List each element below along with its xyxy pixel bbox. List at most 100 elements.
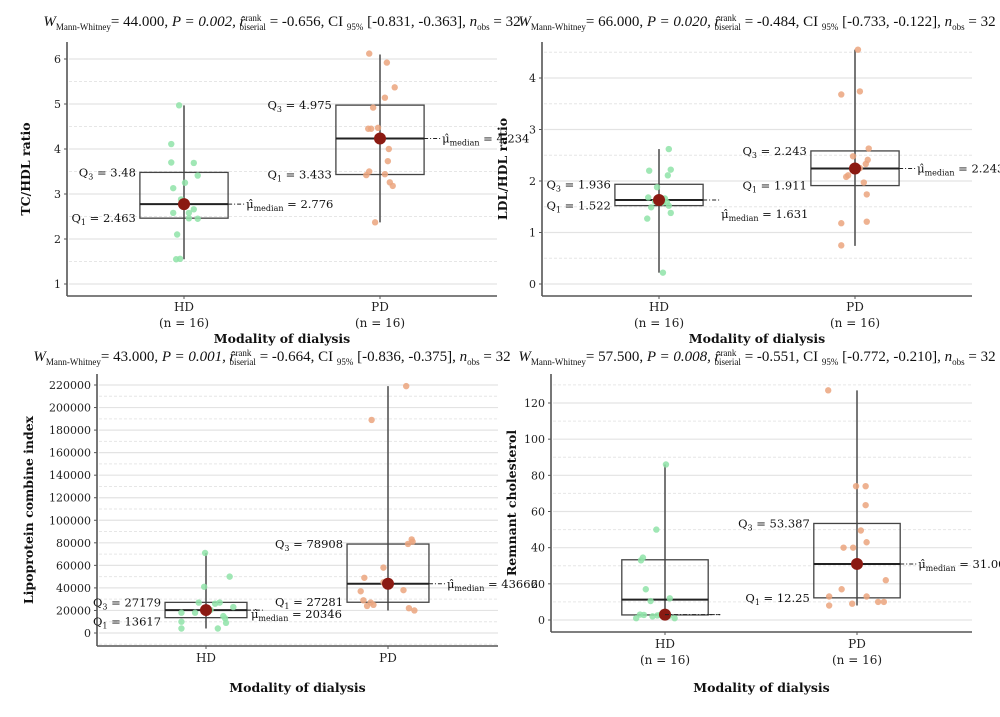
data-point — [381, 171, 389, 178]
data-point — [185, 209, 193, 217]
data-point — [646, 167, 653, 174]
data-point — [404, 540, 412, 548]
data-point — [838, 220, 845, 227]
group-pd: Q3 = 4.975 Q1 = 3.433 μ̂median = 4.234 — [267, 50, 529, 226]
x-axis-title: Modality of dialysis — [693, 680, 829, 695]
data-point — [181, 179, 189, 186]
data-point — [863, 539, 870, 546]
data-point — [640, 611, 648, 619]
y-axis-title: LDL/HDL ratio — [495, 118, 510, 220]
q1-label: Q1 = 1.522 — [546, 199, 610, 215]
data-point — [170, 184, 177, 192]
q1-label: Q1 = 3.433 — [267, 168, 331, 184]
data-point — [825, 593, 833, 600]
data-point — [176, 255, 184, 262]
data-point — [863, 218, 870, 225]
y-tick-label: 4 — [54, 143, 61, 156]
data-point — [222, 619, 230, 627]
data-point — [647, 597, 654, 605]
data-point — [168, 140, 175, 148]
median-dot — [851, 557, 863, 570]
x-tick-label: PD — [371, 300, 389, 314]
q1-label: Q1 = 13617 — [93, 615, 161, 631]
x-tick-n-label: (n = 16) — [355, 316, 405, 330]
data-point — [403, 382, 410, 390]
data-point — [645, 194, 652, 201]
y-tick-label: 80000 — [56, 537, 91, 550]
data-point — [178, 618, 185, 625]
data-point — [662, 461, 670, 468]
data-point — [194, 172, 201, 179]
data-point — [653, 183, 661, 191]
data-point — [647, 204, 655, 211]
group-hd: Q3 = 27179 Q1 = 13617 μ̂median = 20346 — [93, 549, 342, 632]
data-point — [659, 269, 667, 276]
data-point — [175, 102, 183, 109]
x-tick-label: HD — [196, 651, 216, 665]
median-dot — [382, 577, 394, 590]
data-point — [667, 166, 674, 173]
data-point — [366, 50, 373, 57]
data-point — [642, 586, 649, 593]
x-tick-n-label: (n = 16) — [159, 316, 209, 330]
y-axis-title: Remnant cholesterol — [504, 430, 519, 576]
data-point — [200, 583, 208, 590]
data-point — [230, 603, 237, 611]
x-tick-n-label: (n = 16) — [832, 653, 882, 667]
panel-lci: 0 20000 40000 60000 80000 100000 120000 140000 1… — [21, 348, 538, 695]
q3-label: Q3 = 78908 — [275, 537, 343, 553]
y-tick-label: 140000 — [49, 469, 91, 482]
data-point — [838, 242, 845, 249]
data-point — [854, 46, 862, 53]
q1-label: Q1 = 1.911 — [742, 179, 806, 195]
data-point — [357, 588, 364, 595]
data-point — [370, 601, 377, 609]
data-point — [185, 215, 193, 222]
data-point — [360, 597, 367, 604]
data-point — [880, 598, 888, 606]
y-tick-label: 5 — [54, 98, 61, 111]
median-label: μ̂median = 2.776 — [246, 197, 333, 213]
q1-label: Q1 = 12.25 — [745, 591, 809, 607]
data-point — [363, 602, 371, 610]
data-point — [368, 416, 375, 424]
x-tick-label: PD — [379, 651, 397, 665]
data-point — [411, 607, 418, 614]
data-point — [170, 209, 177, 217]
data-point — [825, 387, 832, 394]
data-point — [369, 104, 377, 111]
data-point — [667, 209, 674, 217]
y-tick-label: 4 — [529, 72, 536, 85]
data-point — [665, 145, 672, 153]
y-tick-label: 6 — [54, 53, 61, 66]
data-point — [663, 198, 671, 206]
data-point — [190, 206, 197, 213]
data-point — [849, 153, 857, 160]
iqr-box — [346, 543, 430, 603]
data-point — [194, 215, 201, 222]
y-tick-label: 0 — [538, 614, 545, 627]
data-point — [644, 215, 651, 222]
data-point — [664, 172, 672, 179]
data-point — [852, 482, 860, 490]
y-tick-label: 80 — [531, 469, 545, 482]
data-point — [195, 599, 202, 606]
data-point — [211, 600, 219, 607]
y-axis-title: Lipoprotein combine index — [21, 415, 36, 604]
data-point — [201, 549, 209, 557]
stats-title: WMann-Whitney= 66.000, P = 0.020, r̂rank… — [518, 13, 995, 32]
y-tick-label: 2 — [54, 233, 61, 246]
x-tick-label: HD — [649, 300, 669, 314]
data-point — [842, 173, 850, 181]
data-point — [367, 125, 375, 132]
x-tick-n-label: (n = 16) — [640, 653, 690, 667]
data-point — [649, 613, 656, 620]
data-point — [882, 577, 889, 584]
y-tick-label: 2 — [529, 175, 536, 188]
x-axis-title: Modality of dialysis — [689, 331, 825, 346]
x-tick-label: PD — [848, 637, 866, 651]
median-label: μ̂median = 2.243 — [917, 161, 1000, 177]
data-point — [374, 124, 382, 132]
data-point — [391, 84, 398, 91]
